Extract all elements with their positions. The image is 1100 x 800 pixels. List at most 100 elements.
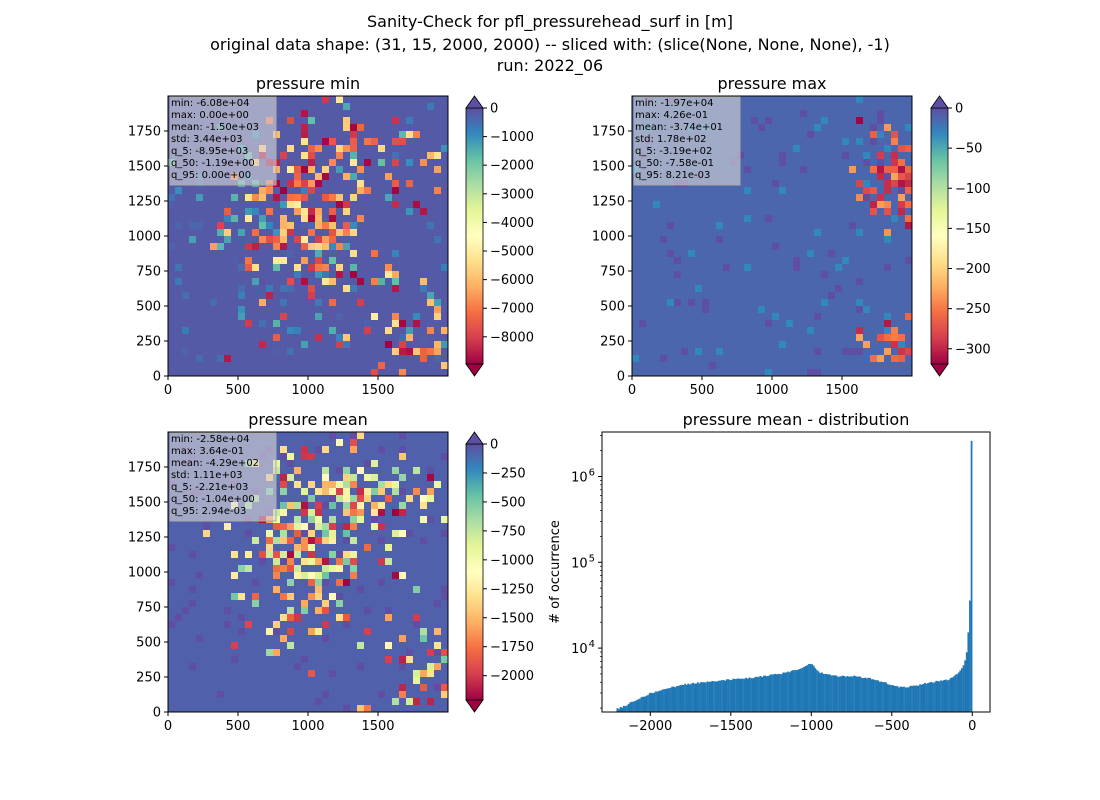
heatmap-cell xyxy=(301,467,309,475)
heatmap-cell xyxy=(709,236,717,244)
heatmap-cell xyxy=(639,362,647,370)
heatmap-cell xyxy=(245,579,253,587)
heatmap-cell xyxy=(632,369,640,377)
heatmap-cell xyxy=(350,117,358,125)
heatmap-cell xyxy=(364,285,372,293)
heatmap-cell xyxy=(294,215,302,223)
heatmap-cell xyxy=(266,656,274,664)
heatmap-cell xyxy=(434,110,442,118)
heatmap-cell xyxy=(709,348,717,356)
heatmap-cell xyxy=(252,271,260,279)
heatmap-cell xyxy=(196,264,204,272)
heatmap-cell xyxy=(632,278,640,286)
heatmap-cell xyxy=(308,250,316,258)
heatmap-cell xyxy=(413,166,421,174)
heatmap-cell xyxy=(420,593,428,601)
heatmap-cell xyxy=(378,670,386,678)
heatmap-cell xyxy=(737,187,745,195)
heatmap-cell xyxy=(681,334,689,342)
heatmap-cell xyxy=(301,600,309,608)
heatmap-cell xyxy=(336,516,344,524)
heatmap-cell xyxy=(884,194,892,202)
heatmap-cell xyxy=(702,278,710,286)
heatmap-cell xyxy=(371,488,379,496)
heatmap-cell xyxy=(751,194,759,202)
heatmap-cell xyxy=(695,362,703,370)
heatmap-cell xyxy=(259,334,267,342)
heatmap-cell xyxy=(294,292,302,300)
heatmap-cell xyxy=(779,327,787,335)
heatmap-cell xyxy=(210,313,218,321)
heatmap-cell xyxy=(273,292,281,300)
heatmap-cell xyxy=(842,278,850,286)
heatmap-cell xyxy=(427,159,435,167)
heatmap-cell xyxy=(632,362,640,370)
heatmap-cell xyxy=(772,173,780,181)
heatmap-cell xyxy=(884,341,892,349)
heatmap-cell xyxy=(695,257,703,265)
heatmap-cell xyxy=(203,698,211,706)
heatmap-cell xyxy=(196,565,204,573)
heatmap-cell xyxy=(653,362,661,370)
heatmap-cell xyxy=(350,159,358,167)
heatmap-cell xyxy=(842,313,850,321)
heatmap-cell xyxy=(814,180,822,188)
heatmap-cell xyxy=(427,684,435,692)
heatmap-cell xyxy=(863,236,871,244)
heatmap-cell xyxy=(343,523,351,531)
heatmap-cell xyxy=(266,369,274,377)
heatmap-cell xyxy=(441,432,449,440)
heatmap-cell xyxy=(807,299,815,307)
heatmap-cell xyxy=(343,488,351,496)
heatmap-cell xyxy=(441,593,449,601)
heatmap-cell xyxy=(196,621,204,629)
y-tick-label: 1500 xyxy=(128,496,161,511)
heatmap-cell xyxy=(210,369,218,377)
heatmap-cell xyxy=(434,180,442,188)
heatmap-cell xyxy=(420,558,428,566)
heatmap-cell xyxy=(674,327,682,335)
heatmap-cell xyxy=(877,320,885,328)
heatmap-cell xyxy=(849,201,857,209)
heatmap-cell xyxy=(182,537,190,545)
heatmap-cell xyxy=(364,306,372,314)
heatmap-cell xyxy=(357,579,365,587)
heatmap-cell xyxy=(210,663,218,671)
heatmap-cell xyxy=(779,180,787,188)
heatmap-cell xyxy=(217,572,225,580)
heatmap-cell xyxy=(392,572,400,580)
heatmap-cell xyxy=(793,103,801,111)
heatmap-cell xyxy=(392,565,400,573)
heatmap-cell xyxy=(779,313,787,321)
heatmap-cell xyxy=(231,586,239,594)
heatmap-cell xyxy=(336,152,344,160)
heatmap-cell xyxy=(695,348,703,356)
heatmap-cell xyxy=(856,306,864,314)
heatmap-cell xyxy=(273,551,281,559)
heatmap-cell xyxy=(238,313,246,321)
heatmap-cell xyxy=(175,663,183,671)
heatmap-cell xyxy=(653,229,661,237)
heatmap-cell xyxy=(231,306,239,314)
heatmap-cell xyxy=(336,691,344,699)
heatmap-cell xyxy=(203,348,211,356)
heatmap-cell xyxy=(849,215,857,223)
heatmap-cell xyxy=(821,271,829,279)
heatmap-cell xyxy=(308,264,316,272)
heatmap-cell xyxy=(406,677,414,685)
heatmap-cell xyxy=(350,152,358,160)
heatmap-cell xyxy=(231,194,239,202)
heatmap-cell xyxy=(800,271,808,279)
heatmap-cell xyxy=(224,271,232,279)
heatmap-cell xyxy=(406,215,414,223)
heatmap-cell xyxy=(287,187,295,195)
heatmap-cell xyxy=(751,362,759,370)
heatmap-cell xyxy=(280,523,288,531)
heatmap-cell xyxy=(800,173,808,181)
heatmap-cell xyxy=(877,243,885,251)
heatmap-cell xyxy=(371,334,379,342)
heatmap-cell xyxy=(315,285,323,293)
heatmap-cell xyxy=(322,152,330,160)
heatmap-cell xyxy=(807,131,815,139)
heatmap-cell xyxy=(371,292,379,300)
